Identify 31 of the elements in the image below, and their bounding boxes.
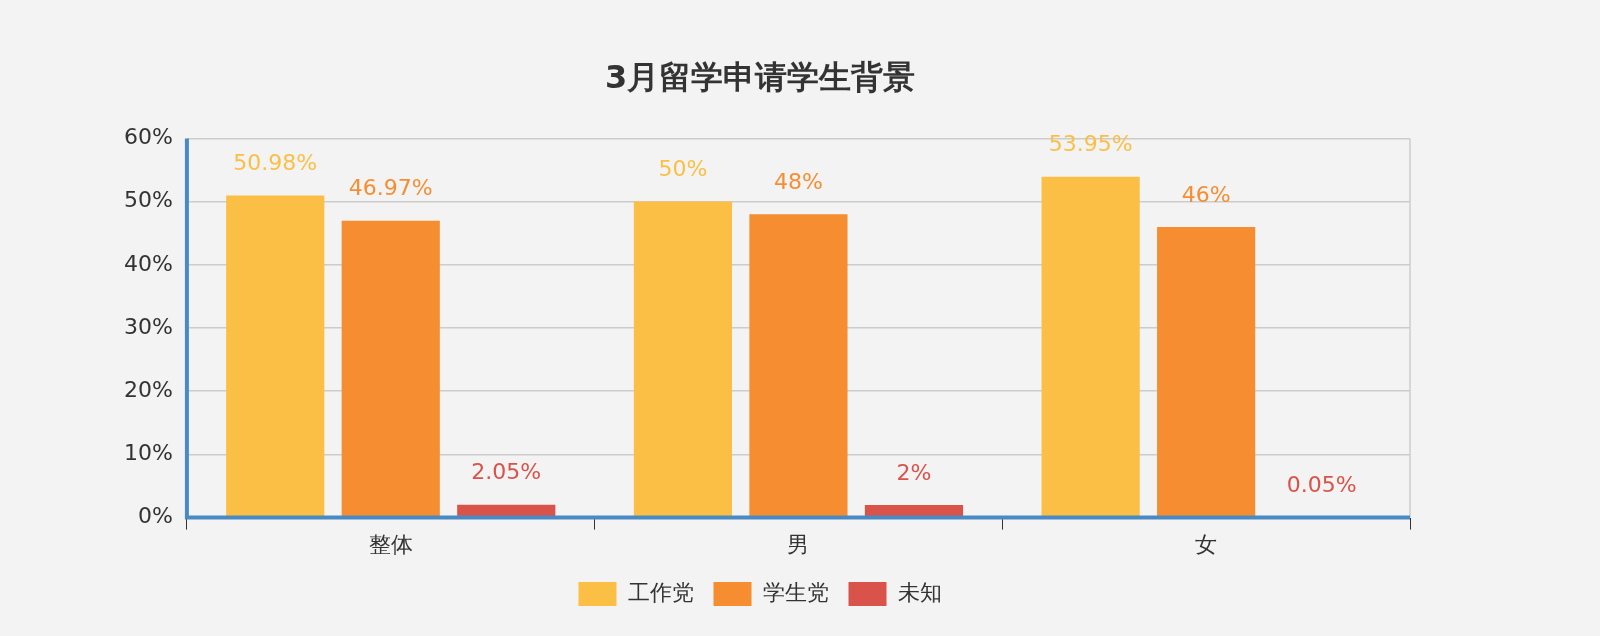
data-label: 0.05% <box>1286 472 1357 497</box>
legend-label: 工作党 <box>627 579 694 605</box>
bar <box>457 504 556 517</box>
data-label: 50.98% <box>233 150 318 176</box>
data-label: 53.95% <box>1048 131 1133 157</box>
data-label: 48% <box>774 168 823 194</box>
legend-label: 学生党 <box>762 579 829 605</box>
y-tick-label: 30% <box>123 313 173 339</box>
y-tick-label: 0% <box>137 503 173 529</box>
y-tick-label: 40% <box>123 250 173 276</box>
bar <box>749 214 848 517</box>
y-tick-label: 10% <box>123 440 173 466</box>
bar <box>341 220 440 517</box>
bar <box>1157 226 1256 517</box>
y-tick-label: 20% <box>123 376 173 402</box>
data-label: 46.97% <box>348 175 433 201</box>
bar <box>864 504 964 517</box>
bar <box>226 195 325 517</box>
y-tick-label: 50% <box>123 187 173 213</box>
data-label: 50% <box>658 156 708 182</box>
data-label: 46% <box>1181 181 1231 207</box>
chart-title: 3月留学申请学生背景 <box>604 57 916 96</box>
bar <box>1041 176 1140 517</box>
x-tick-label: 男 <box>787 531 810 557</box>
x-tick-label: 女 <box>1195 531 1218 557</box>
legend-label: 未知 <box>897 579 942 605</box>
data-label: 2.05% <box>471 459 542 485</box>
bar <box>633 201 733 517</box>
x-tick-label: 整体 <box>368 531 413 557</box>
data-label: 2% <box>896 459 932 485</box>
y-tick-label: 60% <box>123 124 173 150</box>
